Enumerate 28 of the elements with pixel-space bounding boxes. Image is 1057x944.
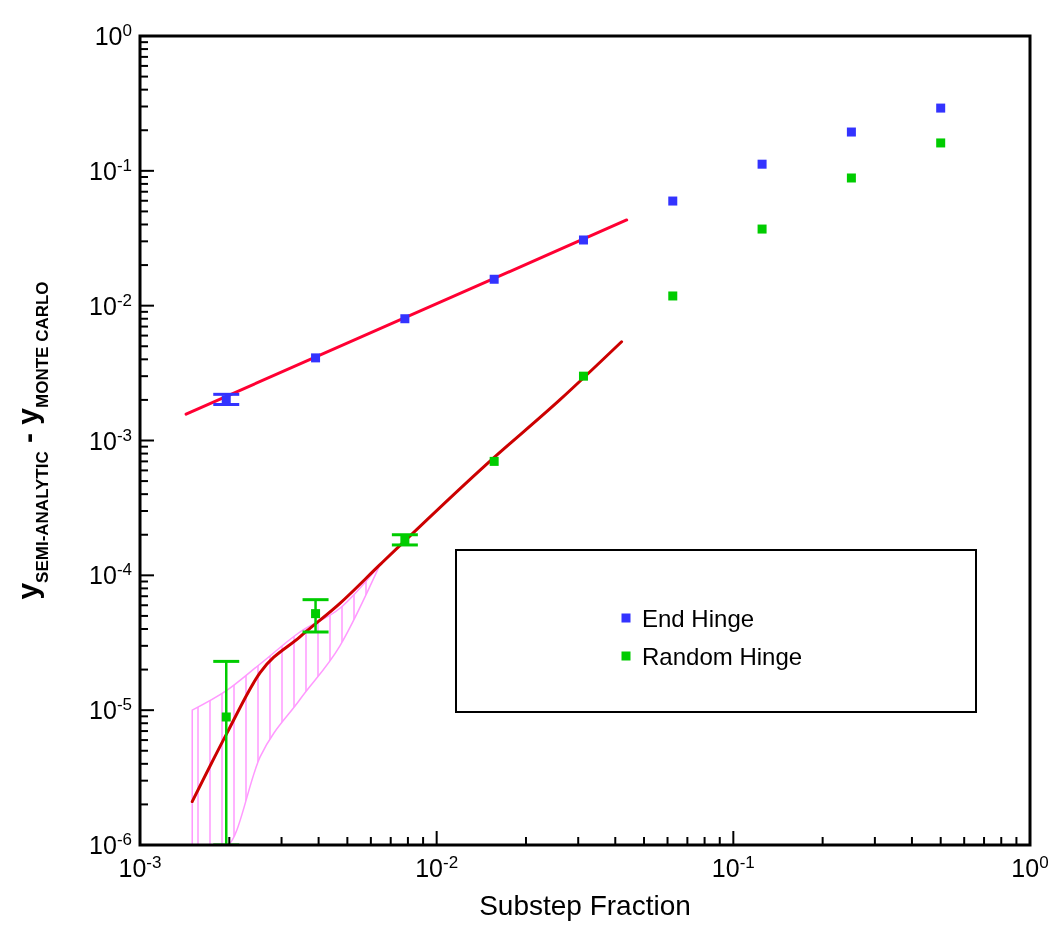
point — [311, 353, 321, 363]
legend-label: End Hinge — [642, 605, 755, 632]
point — [668, 196, 678, 206]
point — [846, 173, 856, 183]
x-axis-title: Substep Fraction — [479, 890, 691, 921]
point — [578, 235, 588, 245]
legend-label: Random Hinge — [642, 643, 803, 670]
y-tick-label: 10$^{-3}$ — [89, 425, 132, 455]
y-tick-label: 10$^{-4}$ — [89, 559, 132, 590]
point — [311, 609, 321, 619]
point — [846, 127, 856, 137]
point — [489, 456, 499, 466]
y-tick-label: 10$^{-1}$ — [89, 155, 132, 185]
point — [757, 224, 767, 234]
point — [221, 712, 231, 722]
y-tick-label: 10$^{-5}$ — [89, 694, 132, 725]
point — [936, 138, 946, 148]
point — [936, 103, 946, 113]
point — [578, 371, 588, 381]
point — [400, 314, 410, 324]
point — [489, 274, 499, 284]
y-tick-label: 10$^{0}$ — [94, 20, 132, 50]
x-tick-label: 10$^{-2}$ — [415, 852, 459, 882]
x-tick-label: 10$^{0}$ — [1011, 852, 1049, 882]
y-tick-label: 10$^{-2}$ — [89, 290, 132, 320]
x-tick-label: 10$^{-1}$ — [711, 852, 755, 882]
point — [757, 159, 767, 169]
point — [668, 291, 678, 301]
